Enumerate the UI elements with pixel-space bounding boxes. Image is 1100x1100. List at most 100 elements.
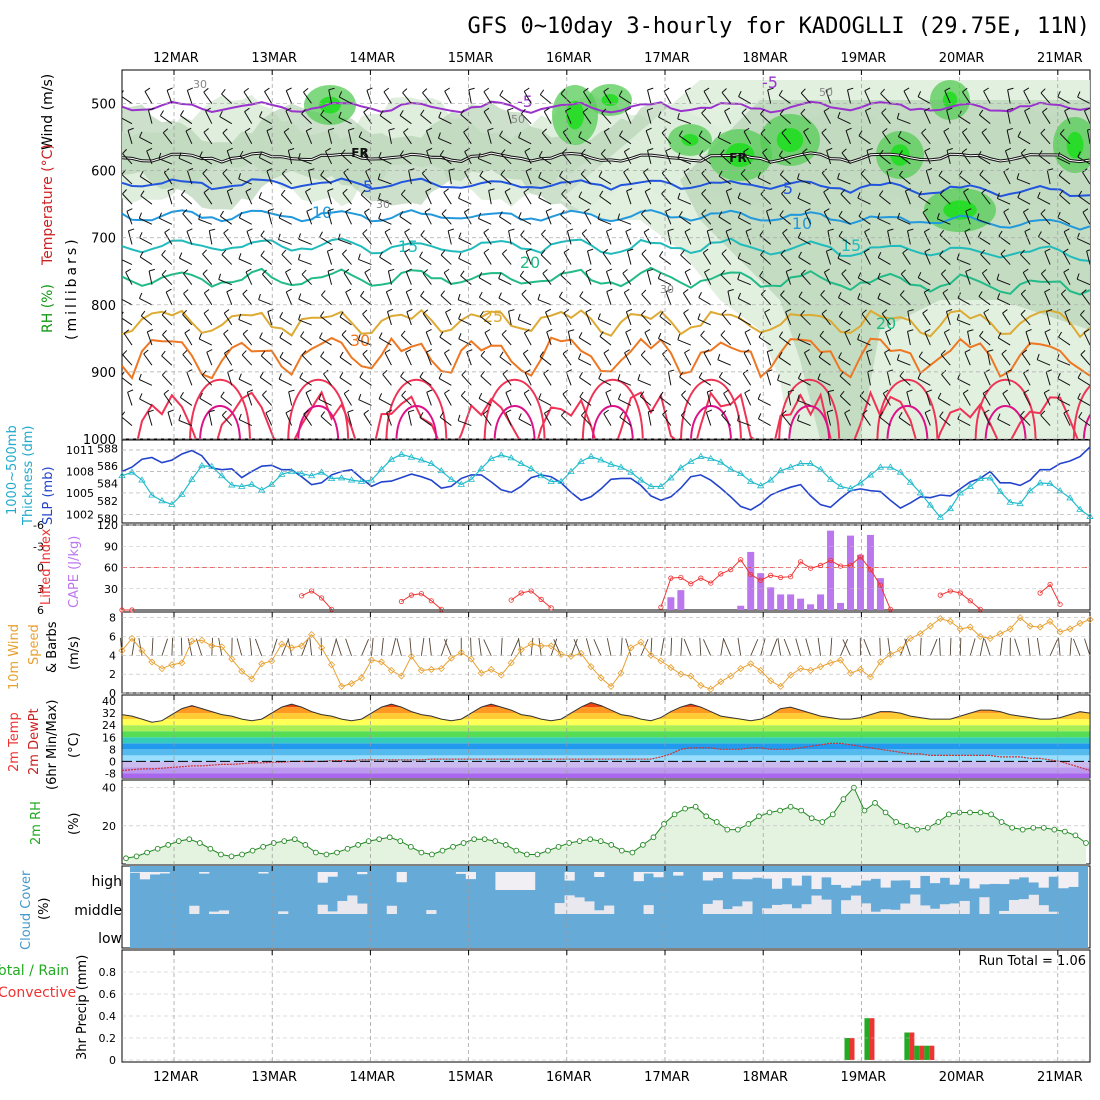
wind-barb-flag (122, 148, 127, 154)
wind-barb (202, 173, 213, 185)
wind-barb-flag (140, 190, 145, 197)
wind-barb (139, 298, 153, 306)
wind-barb-flag (924, 329, 931, 333)
wind-barb (939, 193, 951, 205)
wind-barb-flag (879, 411, 884, 418)
temp-band (122, 737, 1090, 744)
wind-barb (759, 235, 771, 245)
wind-barb-flag (308, 168, 315, 171)
wind-barb-flag (980, 249, 986, 255)
wind-barb (720, 334, 732, 346)
cloud-mid-gap (929, 908, 941, 914)
wind-barb-flag (680, 250, 685, 256)
wind-barb (238, 178, 252, 185)
wind-barb-flag (637, 374, 641, 381)
wind-barb-flag (545, 308, 552, 313)
wind-barb-flag (1078, 190, 1083, 197)
wind10-marker (188, 637, 196, 645)
wind-barb-flag (1017, 131, 1022, 137)
wind-barb (644, 332, 652, 346)
li-ytick: 0 (37, 562, 44, 575)
wind-barb (1077, 377, 1090, 386)
wind-barb-flag (643, 228, 650, 233)
wind-barb-flag (1079, 310, 1085, 316)
wind-barb (478, 158, 492, 165)
wind-barb (305, 191, 313, 205)
cloud-high-gap (702, 872, 714, 881)
wind-barb (221, 254, 233, 265)
cloud-high-gap (505, 872, 516, 890)
wind-barb (605, 392, 612, 406)
date-label-top: 21MAR (1037, 51, 1083, 66)
wind-barb (539, 155, 552, 165)
wind-barb-flag (624, 349, 630, 354)
temp2m-ytick: 16 (102, 731, 116, 744)
wind-barb (600, 153, 612, 165)
li-ytick: -6 (33, 519, 44, 532)
wind-barb (183, 273, 193, 285)
isotherm-35-loop (876, 379, 939, 439)
wind-barb (902, 252, 911, 265)
wind-barb-flag (720, 149, 725, 155)
wind-barb-flag (565, 107, 572, 112)
wind-barb-flag (737, 273, 741, 280)
wind-barb-flag (139, 251, 144, 258)
wind-barb-flag (896, 112, 900, 119)
wind-barb (898, 155, 911, 165)
wind10-marker (826, 659, 835, 667)
cloud-mid-gap (949, 903, 960, 914)
wind-barb (887, 230, 891, 245)
wind-barb (918, 196, 931, 205)
wind-barb (798, 296, 811, 306)
wind-barb (260, 235, 273, 245)
wind-barb (521, 113, 532, 125)
slp-marker (727, 465, 735, 472)
wind-barb-flag (865, 107, 872, 112)
slp-marker (737, 469, 745, 477)
wind-barb (540, 254, 552, 265)
wind-barb (925, 170, 931, 185)
wind-barb-flag (826, 248, 833, 252)
wind-barb-flag (483, 107, 490, 113)
wind-barb (181, 194, 193, 205)
wind-barb-flag (406, 308, 413, 313)
wind-barb (458, 338, 472, 346)
wind-barb-flag (499, 130, 503, 137)
thk-ylabel-2: Thickness (dm) (21, 426, 36, 526)
wind-barb-flag (563, 309, 570, 314)
wind-barb (401, 194, 412, 205)
wind-barb (505, 412, 512, 426)
wind-barb-flag (166, 87, 173, 91)
wind-barb-flag (364, 208, 370, 213)
wind-barb-flag (246, 228, 253, 232)
wind-barb (605, 271, 612, 285)
wind-barb (917, 277, 931, 286)
wind-barb-flag (238, 373, 242, 380)
wind-barb (623, 151, 632, 165)
rh2m-marker (513, 847, 520, 854)
wind-barb (378, 398, 392, 406)
wind-barb-flag (266, 167, 273, 172)
wind-barb-flag (958, 170, 963, 176)
wind-barb (705, 412, 712, 426)
wind-barb-flag (544, 409, 550, 414)
wind-barb (958, 115, 971, 125)
wind-barb (260, 355, 273, 366)
wind-barb-flag (905, 188, 912, 192)
isotherm-40-loop (1082, 413, 1090, 439)
wind-barb-flag (578, 191, 583, 198)
wind-barb (178, 157, 193, 165)
wind-barb (386, 412, 392, 426)
wind-barb-flag (538, 171, 542, 178)
wind-barb (122, 193, 133, 205)
wind-barb-flag (762, 148, 768, 153)
wind-barb-flag (339, 311, 344, 318)
slp-marker (796, 459, 805, 467)
slp-marker (307, 471, 316, 479)
wind-barb (582, 111, 592, 124)
wind-barb-flag (426, 147, 433, 152)
wind-barb-flag (242, 329, 248, 335)
date-label-top: 13MAR (251, 51, 297, 66)
wind-barb-flag (444, 87, 451, 92)
